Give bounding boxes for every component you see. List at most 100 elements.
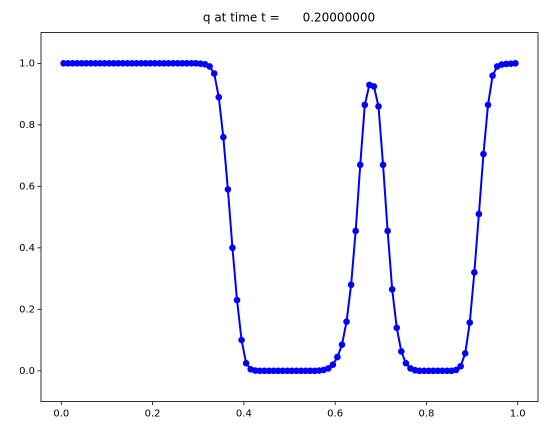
- point: [73, 60, 81, 67]
- x-tick-label: 1.0: [510, 409, 526, 420]
- point: [297, 367, 305, 375]
- x-tick-label: 0.6: [327, 409, 343, 420]
- point: [274, 367, 282, 375]
- point: [356, 161, 364, 169]
- point: [224, 186, 232, 193]
- point: [270, 367, 277, 375]
- point: [379, 161, 387, 169]
- point: [512, 60, 519, 67]
- point: [119, 60, 127, 67]
- point: [361, 101, 369, 109]
- point: [466, 319, 474, 326]
- point: [265, 367, 273, 375]
- point: [352, 227, 359, 235]
- point: [220, 133, 227, 141]
- point: [133, 60, 140, 67]
- y-tick-label: 0.4: [19, 243, 35, 254]
- point: [169, 60, 177, 67]
- point: [347, 281, 355, 289]
- point: [233, 296, 241, 304]
- point: [101, 60, 108, 67]
- point: [115, 60, 122, 67]
- x-tick-label: 0.8: [418, 409, 434, 420]
- y-tick-label: 0.6: [19, 181, 35, 192]
- point: [398, 348, 405, 355]
- point: [461, 350, 469, 357]
- point: [324, 365, 332, 372]
- point: [78, 60, 86, 67]
- point: [283, 367, 291, 375]
- point: [429, 367, 437, 375]
- point: [174, 60, 181, 67]
- point: [128, 60, 136, 67]
- y-tick-label: 0.8: [19, 120, 35, 131]
- point: [124, 60, 131, 67]
- y-tick-label: 1.0: [19, 58, 35, 69]
- point: [147, 60, 154, 67]
- point: [306, 367, 314, 375]
- point: [151, 60, 159, 67]
- point: [370, 83, 378, 90]
- point: [439, 367, 446, 375]
- point: [64, 60, 72, 67]
- point: [329, 361, 337, 369]
- point: [293, 367, 300, 375]
- x-tick-label: 0.0: [53, 409, 69, 420]
- point: [210, 70, 218, 77]
- point: [425, 367, 432, 375]
- point: [92, 60, 99, 67]
- point: [256, 367, 264, 375]
- point: [142, 60, 150, 67]
- y-tick-label: 0.0: [19, 366, 35, 377]
- point: [87, 60, 95, 67]
- point: [388, 286, 396, 293]
- point: [242, 359, 250, 367]
- point: [178, 60, 186, 67]
- point: [384, 227, 391, 235]
- point: [338, 341, 346, 349]
- x-tick-label: 0.4: [236, 409, 252, 420]
- point: [160, 60, 168, 67]
- point: [443, 367, 451, 375]
- point: [471, 269, 478, 276]
- y-tick-label: 0.2: [19, 304, 35, 315]
- point: [183, 60, 191, 67]
- point: [288, 367, 296, 375]
- point: [334, 353, 341, 361]
- chart-title: q at time t = 0.20000000: [203, 11, 375, 25]
- point: [69, 60, 77, 67]
- point: [261, 367, 268, 375]
- point: [156, 60, 163, 67]
- point: [480, 150, 487, 158]
- point: [489, 72, 496, 79]
- point: [402, 359, 410, 367]
- point: [137, 60, 145, 67]
- point: [343, 318, 350, 325]
- point: [375, 103, 382, 110]
- point: [105, 60, 113, 67]
- point: [393, 324, 401, 332]
- series-line: [63, 62, 516, 372]
- point: [165, 60, 172, 67]
- point: [420, 367, 428, 375]
- point: [60, 60, 67, 67]
- point: [434, 367, 442, 375]
- point: [452, 366, 460, 374]
- point: [215, 93, 223, 101]
- point: [110, 60, 118, 67]
- point: [206, 63, 213, 70]
- point: [302, 367, 309, 375]
- point: [229, 244, 236, 252]
- point: [416, 367, 423, 375]
- point: [484, 101, 492, 109]
- x-tick-label: 0.2: [145, 409, 161, 420]
- point: [188, 60, 195, 67]
- point: [475, 210, 483, 218]
- point: [279, 367, 286, 375]
- point: [83, 60, 90, 67]
- point: [457, 362, 464, 370]
- plot-frame: [40, 32, 539, 402]
- point: [238, 336, 245, 344]
- point: [96, 60, 104, 67]
